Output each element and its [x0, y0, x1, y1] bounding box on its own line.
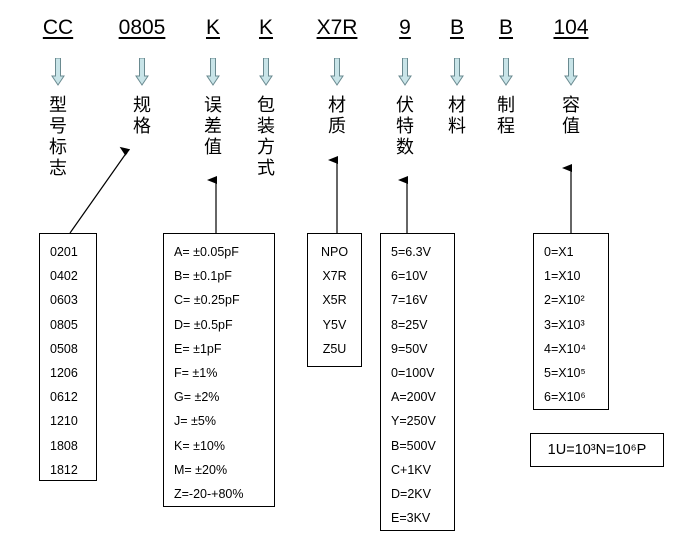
list-item: 0508: [50, 341, 78, 356]
code-segment: 9: [399, 16, 411, 39]
list-item: Y5V: [322, 317, 347, 332]
list-item: 7=16V: [391, 293, 428, 308]
list-item: 1210: [50, 414, 78, 429]
list-item: 0612: [50, 390, 78, 405]
list-item: E= ±1pF: [174, 341, 222, 356]
list-item: J= ±5%: [174, 414, 216, 429]
list-item: 0=X1: [544, 245, 574, 259]
code-segment: B: [449, 16, 465, 39]
code-segment: X7R: [316, 16, 358, 39]
code-segment: K: [205, 16, 221, 39]
list-item: C+1KV: [391, 462, 431, 477]
material-list: NPO X7R X5R Y5V Z5U: [307, 233, 362, 367]
list-item: 0402: [50, 269, 78, 284]
list-item: E=3KV: [391, 511, 431, 526]
list-item: 2=X10²: [544, 293, 585, 308]
list-item: Z=-20-+80%: [174, 486, 244, 501]
list-item: 5=X10⁵: [544, 365, 586, 380]
list-item: X7R: [322, 269, 347, 284]
tolerance-list: A= ±0.05pF B= ±0.1pF C= ±0.25pF D= ±0.5pF E=…: [163, 233, 275, 507]
list-item: 1808: [50, 438, 78, 453]
list-item: B= ±0.1pF: [174, 269, 232, 284]
size-list: 0201 0402 0603 0805 0508 1206 0612 1210 1808 1812: [39, 233, 97, 481]
code-label: 伏特数: [396, 95, 414, 157]
list-item: 5=6.3V: [391, 245, 431, 259]
code-label: 制程: [497, 95, 515, 136]
list-item: 6=10V: [391, 269, 428, 284]
list-item: X5R: [322, 293, 347, 308]
arrow-to-size: [69, 146, 131, 234]
list-item: C= ±0.25pF: [174, 293, 240, 308]
code-label: 包装方式: [257, 95, 275, 178]
list-item: Y=250V: [391, 414, 436, 429]
down-arrow-icon: [499, 58, 513, 86]
code-segment: CC: [42, 16, 74, 39]
list-item: K= ±10%: [174, 438, 225, 453]
list-item: 1812: [50, 462, 78, 477]
code-label: 规格: [133, 95, 151, 136]
code-segment: B: [498, 16, 514, 39]
voltage-list: 5=6.3V 6=10V 7=16V 8=25V 9=50V 0=100V A=200V Y=…: [380, 233, 455, 531]
code-label: 材质: [328, 95, 346, 136]
list-item: D= ±0.5pF: [174, 317, 233, 332]
code-segment: 0805: [118, 16, 166, 39]
down-arrow-icon: [564, 58, 578, 86]
list-item: 3=X10³: [544, 317, 585, 332]
list-item: 1=X10: [544, 269, 581, 284]
code-segment: 104: [553, 16, 589, 39]
list-item: M= ±20%: [174, 462, 228, 477]
code-segment: K: [258, 16, 274, 39]
down-arrow-icon: [135, 58, 149, 86]
list-item: 4=X10⁴: [544, 341, 586, 356]
list-item: D=2KV: [391, 486, 431, 501]
list-item: A=200V: [391, 390, 436, 405]
list-item: 0=100V: [391, 365, 435, 380]
list-item: 1206: [50, 365, 78, 380]
list-item: NPO: [320, 245, 349, 259]
code-label: 误差值: [204, 95, 222, 157]
multiplier-list: 0=X1 1=X10 2=X10² 3=X10³ 4=X10⁴ 5=X10⁵ 6=X10⁶: [533, 233, 609, 410]
list-item: 0603: [50, 293, 78, 308]
down-arrow-icon: [398, 58, 412, 86]
code-label: 型号标志: [49, 95, 67, 178]
list-item: 0201: [50, 245, 78, 259]
list-item: 8=25V: [391, 317, 428, 332]
list-item: 6=X10⁶: [544, 390, 586, 405]
code-label: 材料: [448, 95, 466, 136]
down-arrow-icon: [206, 58, 220, 86]
list-item: G= ±2%: [174, 390, 220, 405]
list-item: Z5U: [322, 341, 347, 356]
unit-formula: 1U=10³N=10⁶P: [530, 433, 664, 467]
down-arrow-icon: [330, 58, 344, 86]
down-arrow-icon: [51, 58, 65, 86]
code-label: 容值: [562, 95, 580, 136]
list-item: 0805: [50, 317, 78, 332]
down-arrow-icon: [259, 58, 273, 86]
list-item: 9=50V: [391, 341, 428, 356]
list-item: A= ±0.05pF: [174, 245, 239, 259]
down-arrow-icon: [450, 58, 464, 86]
list-item: F= ±1%: [174, 365, 218, 380]
list-item: B=500V: [391, 438, 436, 453]
